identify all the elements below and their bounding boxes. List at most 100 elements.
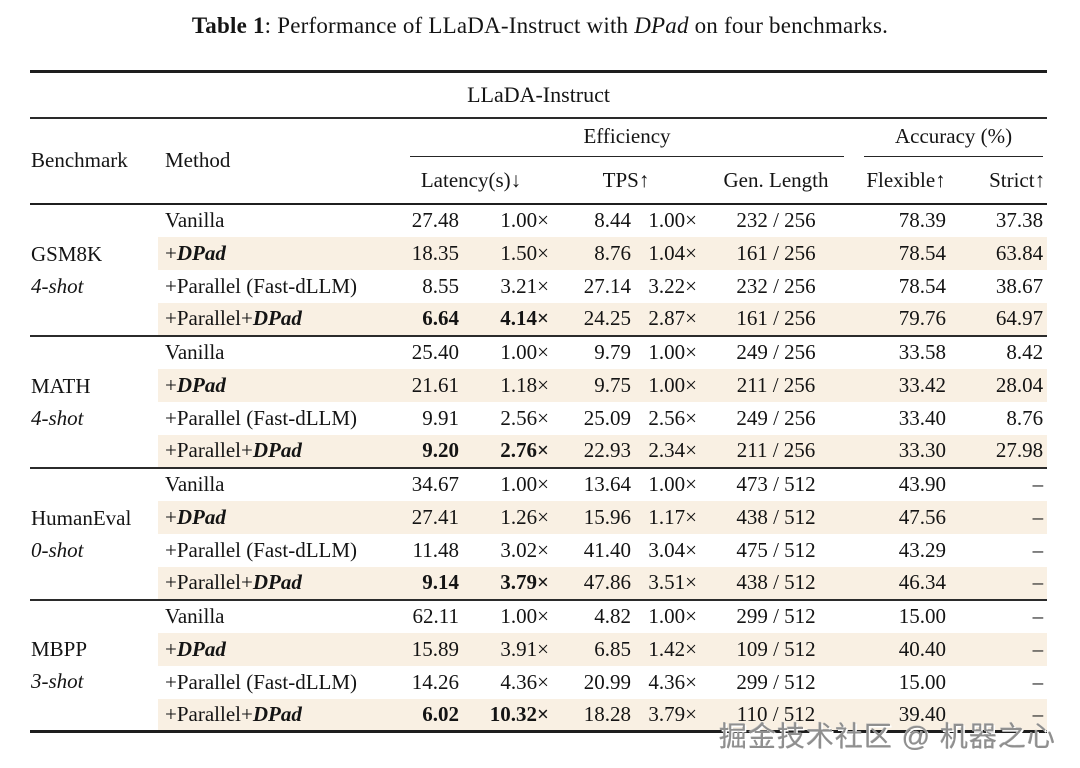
method-label: +Parallel (Fast-dLLM) (165, 537, 358, 562)
flexible-cell: 33.30 (852, 434, 960, 469)
flexible-cell: 15.00 (898, 669, 946, 694)
method-emph: DPad (176, 372, 226, 397)
strict-cell: 8.76 (1006, 405, 1044, 430)
header-efficiency-label: Efficiency (410, 124, 844, 157)
latency-speedup-cell: 3.91× (462, 632, 552, 666)
header-gen-length: Gen. Length (700, 161, 852, 205)
gen-length-cell: 249 / 256 (736, 340, 816, 364)
gen-length-cell: 232 / 256 (736, 208, 816, 232)
flexible-cell: 39.40 (852, 698, 960, 733)
flexible-cell: 40.40 (852, 632, 960, 666)
method-cell: +DPad (158, 632, 390, 666)
strict-cell: 63.84 (960, 236, 1048, 270)
tps-speedup-cell: 1.42× (634, 632, 700, 666)
tps-cell: 20.99 (583, 669, 631, 694)
tps-cell: 24.25 (552, 302, 634, 337)
benchmark-cell-mbpp: MBPP 3-shot (30, 599, 158, 733)
strict-cell: – (1032, 669, 1044, 694)
tps-speedup-cell: 2.87× (634, 302, 700, 337)
sub-header-row: Latency(s)↓ TPS↑ Gen. Length Flexible↑ S… (30, 161, 1048, 205)
header-accuracy: Accuracy (%) (852, 118, 1047, 162)
caption-rest: : Performance of LLaDA-Instruct with (264, 13, 635, 38)
method-label: + (165, 504, 177, 529)
strict-cell: 38.67 (995, 273, 1044, 298)
table-caption: Table 1: Performance of LLaDA-Instruct w… (0, 13, 1080, 39)
strict-cell: 8.42 (1006, 340, 1044, 364)
gen-length-cell: 211 / 256 (700, 434, 852, 469)
model-header: LLaDA-Instruct (30, 70, 1048, 119)
table-row: +Parallel (Fast-dLLM) 14.26 4.36× 20.99 … (30, 666, 1047, 699)
benchmark-shots: 3-shot (31, 669, 84, 694)
header-method: Method (158, 117, 390, 205)
tps-speedup-cell: 1.04× (634, 236, 700, 270)
strict-cell: – (1032, 472, 1044, 496)
header-efficiency: Efficiency (390, 118, 852, 162)
method-cell: +DPad (158, 236, 390, 270)
tps-speedup-cell: 2.56× (648, 405, 697, 430)
method-emph: DPad (252, 306, 302, 330)
tps-speedup-cell: 1.00× (648, 604, 697, 628)
gen-length-cell: 232 / 256 (736, 273, 816, 298)
table-row: MBPP 3-shot Vanilla 62.11 1.00× 4.82 1.0… (30, 599, 1047, 733)
benchmark-cell-humaneval: HumanEval 0-shot (30, 467, 158, 601)
tps-speedup-cell: 1.00× (648, 472, 697, 496)
latency-cell: 21.61 (390, 368, 462, 402)
group-mbpp: MBPP 3-shot Vanilla 62.11 1.00× 4.82 1.0… (30, 599, 1048, 733)
strict-cell: 37.38 (995, 208, 1044, 232)
tps-cell: 6.85 (552, 632, 634, 666)
table-row: +DPad 15.89 3.91× 6.85 1.42× 109 / 512 4… (30, 632, 1048, 666)
header-flexible: Flexible↑ (852, 161, 960, 205)
benchmark-shots: 0-shot (31, 537, 84, 562)
method-cell: +Parallel (Fast-dLLM) (158, 270, 390, 303)
flexible-cell: 43.90 (898, 472, 946, 496)
latency-speedup-cell: 1.00× (500, 340, 549, 364)
latency-speedup-cell: 1.18× (462, 368, 552, 402)
latency-cell: 18.35 (390, 236, 462, 270)
tps-cell: 27.14 (583, 273, 631, 298)
tps-cell: 41.40 (583, 537, 631, 562)
header-benchmark: Benchmark (30, 117, 158, 205)
latency-speedup-cell: 1.26× (462, 500, 552, 534)
method-label: +Parallel+ (165, 438, 253, 462)
latency-cell: 15.89 (390, 632, 462, 666)
latency-cell: 8.55 (422, 273, 459, 298)
gen-length-cell: 249 / 256 (736, 405, 816, 430)
caption-label: Table 1 (191, 13, 265, 38)
benchmark-name: MBPP (31, 637, 88, 662)
header-strict: Strict↑ (960, 161, 1048, 205)
method-cell: +Parallel (Fast-dLLM) (158, 402, 390, 435)
group-humaneval: HumanEval 0-shot Vanilla 34.67 1.00× 13.… (30, 467, 1048, 601)
latency-cell: 6.64 (390, 302, 462, 337)
method-label: Vanilla (165, 472, 225, 496)
tps-speedup-cell: 1.17× (634, 500, 700, 534)
latency-speedup-cell: 1.00× (500, 604, 549, 628)
latency-speedup-cell: 3.02× (500, 537, 549, 562)
method-label: +Parallel (Fast-dLLM) (165, 273, 358, 298)
tps-cell: 22.93 (552, 434, 634, 469)
tps-cell: 18.28 (552, 698, 634, 733)
latency-speedup-cell: 1.50× (462, 236, 552, 270)
method-cell: +Parallel (Fast-dLLM) (158, 534, 390, 567)
table-row: +Parallel (Fast-dLLM) 9.91 2.56× 25.09 2… (30, 402, 1047, 435)
tps-cell: 9.79 (594, 340, 631, 364)
method-label: + (165, 372, 177, 397)
latency-speedup-cell: 10.32× (462, 698, 552, 733)
table-row: +DPad 21.61 1.18× 9.75 1.00× 211 / 256 3… (30, 368, 1048, 402)
method-emph: DPad (252, 438, 302, 462)
method-cell: Vanilla (158, 468, 390, 501)
method-cell: +DPad (158, 368, 390, 402)
group-header-row: Benchmark Method Efficiency Accuracy (%) (30, 117, 1047, 205)
method-label: Vanilla (165, 208, 225, 232)
table-row: HumanEval 0-shot Vanilla 34.67 1.00× 13.… (30, 467, 1047, 601)
table-row: GSM8K 4-shot Vanilla 27.48 1.00× 8.44 1.… (30, 203, 1047, 337)
caption-tail: on four benchmarks. (688, 13, 889, 38)
benchmark-name: MATH (31, 373, 91, 398)
tps-speedup-cell: 3.22× (648, 273, 697, 298)
benchmark-cell-math: MATH 4-shot (30, 335, 158, 469)
caption-emph-dpad: DPad (634, 13, 689, 38)
method-emph: DPad (252, 701, 302, 726)
method-label: + (165, 636, 177, 661)
method-emph: DPad (252, 570, 302, 594)
method-label: +Parallel+ (165, 306, 253, 330)
tps-speedup-cell: 2.34× (634, 434, 700, 469)
